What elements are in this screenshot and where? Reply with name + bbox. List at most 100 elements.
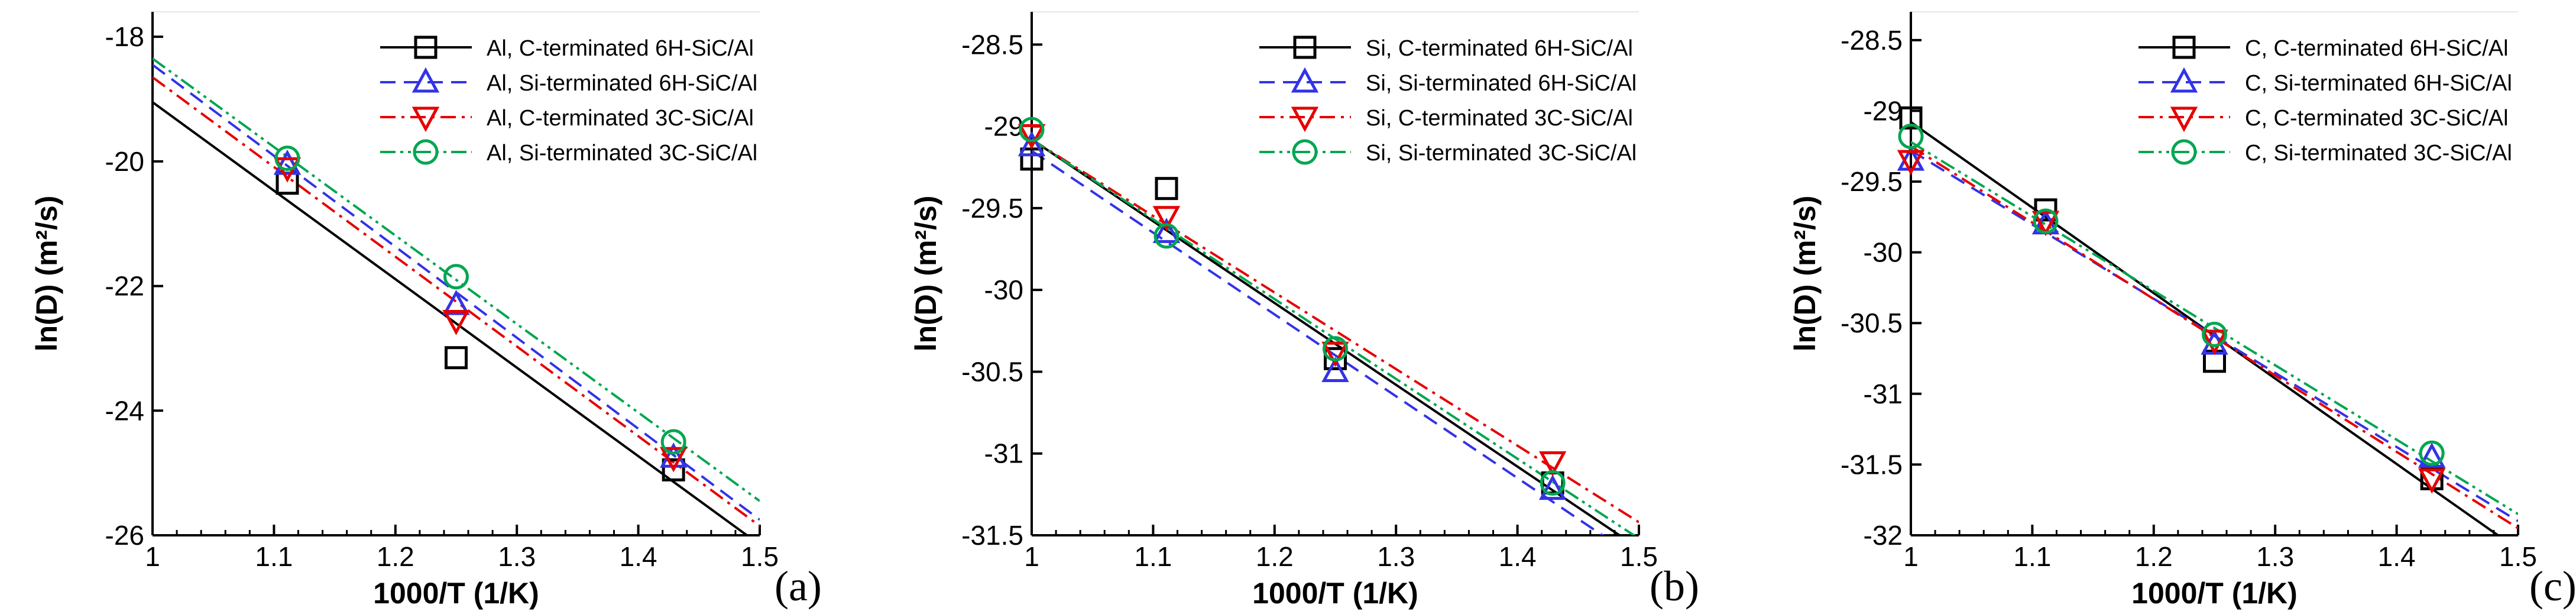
panel-label: (c) [2529,562,2576,610]
legend-marker-4 [1292,139,1318,165]
data-point-triangle-down-series-3 [1321,341,1349,367]
data-point-square-series-1 [445,346,468,370]
data-point-square-series-1 [1324,347,1347,370]
legend-marker-1 [414,35,438,59]
data-point-triangle-up-series-2 [442,289,470,315]
panel-label: (b) [1650,562,1699,610]
data-point-circle-series-4 [660,429,686,455]
data-point-triangle-up-series-2 [1538,474,1567,500]
y-tick-label: -31.5 [1841,449,1903,480]
data-point-triangle-down-series-3 [2201,329,2228,355]
y-tick-label: -28.5 [1841,25,1903,56]
legend-label-1: Al, C-terminated 6H-SiC/Al [487,36,754,61]
data-point-circle-series-4 [274,146,300,172]
x-tick-label: 1.4 [1499,541,1537,572]
legend-label-4: Al, Si-terminated 3C-SiC/Al [487,141,757,166]
series-fit-line-2 [1911,149,2518,522]
x-tick-label: 1.4 [620,541,657,572]
data-point-circle-series-4 [2033,208,2059,234]
data-point-square-series-1 [2034,198,2057,222]
data-point-square-series-1 [276,172,299,195]
y-tick-label: -30 [984,274,1023,305]
data-point-triangle-down-series-3 [1018,124,1046,150]
x-tick-label: 1.3 [1377,541,1415,572]
data-point-triangle-down-series-3 [1897,150,1925,176]
legend-marker-2 [2170,67,2198,93]
series-layer [1911,121,2518,535]
x-tick-label: 1.3 [2256,541,2294,572]
y-tick-label: -31 [984,438,1023,469]
chart-panel-1: 1 1.1 1.2 1.3 1.4 1.5 -26 -24 -22 -20 -18 1000/T (1… [30,11,822,610]
x-tick-label: 1.1 [1134,541,1172,572]
y-tick-label: -29.5 [1841,166,1903,197]
y-tick-label: -22 [105,271,144,302]
legend-label-1: C, C-terminated 6H-SiC/Al [2245,36,2509,61]
x-tick-label: 1 [1903,541,1919,572]
legend-marker-2 [1291,67,1319,93]
data-point-circle-series-4 [1540,470,1566,496]
series-fit-line-2 [1032,150,1605,535]
y-tick-label: -29 [984,111,1023,142]
data-point-triangle-down-series-3 [2418,468,2446,494]
x-axis-title: 1000/T (1/K) [373,577,539,610]
y-tick-label: -31.5 [961,520,1023,551]
data-point-triangle-up-series-2 [2418,442,2446,468]
data-point-triangle-down-series-3 [442,310,470,335]
y-tick-label: -30 [1864,237,1903,268]
y-tick-label: -18 [105,21,144,52]
data-point-square-series-1 [1899,106,1923,130]
data-point-triangle-up-series-2 [1152,218,1181,243]
data-point-circle-series-4 [1019,117,1045,143]
x-tick-label: 1.5 [2499,541,2537,572]
x-tick-label: 1.1 [2013,541,2051,572]
series-fit-line-4 [1911,141,2518,515]
series-fit-line-1 [153,101,749,535]
x-tick-label: 1.2 [1256,541,1294,572]
series-fit-line-4 [153,57,760,502]
panel-label: (a) [775,562,822,610]
legend-label-3: Si, C-terminated 3C-SiC/Al [1366,106,1633,131]
y-tick-label: -24 [105,395,144,426]
y-tick-label: -30.5 [1841,308,1903,338]
data-point-square-series-1 [662,458,685,481]
legend-marker-3 [411,106,440,132]
data-point-circle-series-4 [1898,123,1924,149]
data-point-triangle-down-series-3 [659,447,688,473]
legend-label-3: Al, C-terminated 3C-SiC/Al [487,106,754,131]
legend-marker-4 [2171,139,2197,165]
legend: Al, C-terminated 6H-SiC/Al Al, Si-termina… [380,35,757,166]
legend-label-2: C, Si-terminated 6H-SiC/Al [2245,71,2512,96]
legend-marker-3 [1291,106,1319,132]
legend-label-3: C, C-terminated 3C-SiC/Al [2245,106,2509,131]
x-axis-title: 1000/T (1/K) [1252,577,1418,610]
y-tick-label: -29 [1864,95,1903,126]
legend-label-4: Si, Si-terminated 3C-SiC/Al [1366,141,1637,166]
x-axis-title: 1000/T (1/K) [2131,577,2298,610]
data-point-triangle-up-series-2 [1321,357,1349,382]
y-tick-label: -31 [1864,379,1903,409]
x-tick-label: 1 [145,541,160,572]
y-tick-label: -28.5 [961,29,1023,60]
y-axis-title: ln(D) (m²/s) [909,196,942,352]
data-point-square-series-1 [1155,177,1178,201]
legend-marker-2 [411,67,440,93]
legend-marker-1 [1293,35,1317,59]
chart-panel-3: 1 1.1 1.2 1.3 1.4 1.5 -32 -31.5 -31 -30.5 -30 -29.5… [1788,11,2576,610]
data-point-triangle-down-series-3 [1152,206,1181,231]
y-tick-label: -20 [105,146,144,177]
data-point-circle-series-4 [1323,336,1348,362]
y-axis-title: ln(D) (m²/s) [1788,196,1822,352]
y-tick-label: -29.5 [961,193,1023,224]
data-point-triangle-down-series-3 [2031,211,2060,237]
x-tick-label: 1.2 [2135,541,2173,572]
y-axis-title: ln(D) (m²/s) [30,196,63,352]
data-point-triangle-up-series-2 [1018,131,1046,157]
x-tick-label: 1.3 [498,541,536,572]
series-fit-line-3 [153,76,760,527]
data-point-triangle-down-series-3 [1538,451,1567,477]
legend: Si, C-terminated 6H-SiC/Al Si, Si-termina… [1259,35,1637,166]
data-point-circle-series-4 [2419,440,2445,466]
data-point-circle-series-4 [443,264,469,290]
legend-label-1: Si, C-terminated 6H-SiC/Al [1366,36,1633,61]
data-point-circle-series-4 [1153,223,1180,249]
